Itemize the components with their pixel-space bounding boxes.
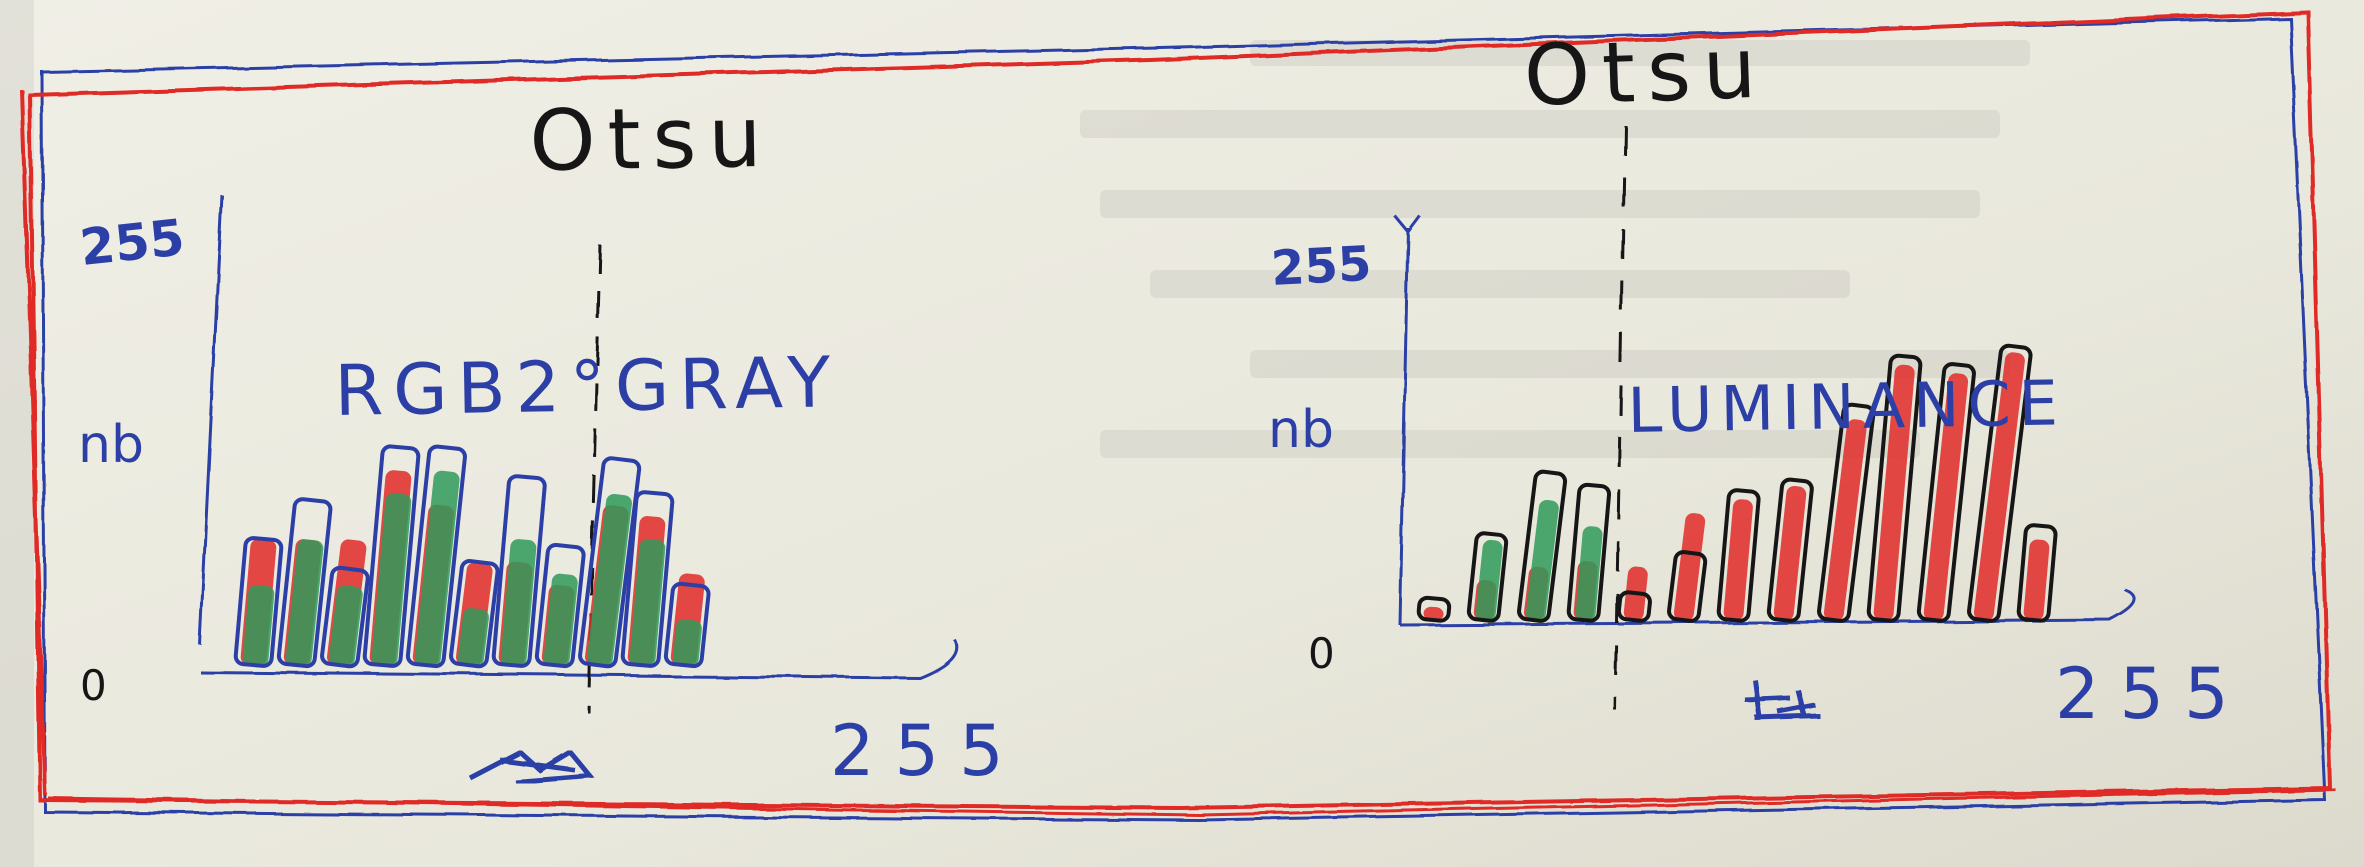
left-bar-1-series-2 (242, 584, 275, 667)
right-y-axis (1398, 227, 1410, 626)
left-chart-title: RGB2°GRAY (334, 341, 841, 432)
right-bar-3-series-3 (1517, 469, 1568, 623)
left-x-scribble-mark (468, 748, 596, 785)
right-bar-11-series-3 (1916, 362, 1976, 623)
left-bar-3-series-3 (320, 565, 370, 669)
left-bar-5-series-3 (405, 444, 467, 669)
right-bar-13-series-1 (2023, 539, 2050, 621)
left-bar-6-series-2 (457, 608, 489, 667)
right-bar-6-series-1 (1673, 513, 1706, 621)
left-y-zero-tick: 0 (80, 661, 107, 710)
right-bar-12-series-3 (1967, 343, 2033, 623)
right-bar-9-series-3 (1817, 402, 1876, 623)
left-bar-7-series-2 (500, 539, 537, 667)
left-bar-10-series-2 (629, 539, 666, 667)
right-otsu-label: Otsu (1522, 19, 1769, 125)
right-bar-5-series-3 (1616, 590, 1652, 623)
right-y-zero-tick: 0 (1308, 629, 1335, 678)
right-bar-4-series-3 (1566, 482, 1612, 623)
right-bar-6-series-3 (1667, 550, 1708, 623)
left-x-axis (199, 639, 959, 680)
left-x-end-tick: 255 (830, 710, 1024, 792)
right-bar-8-series-3 (1766, 477, 1814, 623)
right-bar-2-series-3 (1466, 531, 1509, 623)
left-bar-2-series-3 (276, 497, 333, 669)
left-bar-7-series-3 (491, 474, 547, 668)
right-y-axis-label: nb (1268, 400, 1334, 460)
left-bar-8-series-3 (534, 542, 586, 669)
right-x-end-tick: 255 (2055, 653, 2249, 735)
left-bar-11-series-2 (672, 619, 702, 667)
left-bars-group (233, 444, 711, 669)
right-x-scribble-mark (1744, 679, 1821, 721)
bleed-through-texture (0, 0, 2030, 867)
left-bar-8-series-2 (543, 573, 578, 667)
right-y-axis-arrow (1393, 215, 1422, 235)
left-bar-10-series-3 (620, 490, 675, 668)
rgb2gray-histogram: Otsu RGB2°GRAY nb 255 0 255 (77, 88, 1024, 792)
right-chart-title: LUMINANCE (1627, 366, 2066, 447)
left-bar-4-series-2 (371, 493, 412, 667)
right-bar-7-series-3 (1716, 488, 1761, 623)
right-bar-4-series-2 (1575, 526, 1603, 621)
left-bar-1-series-3 (233, 536, 284, 668)
left-bar-11-series-3 (663, 581, 711, 669)
left-bar-3-series-2 (328, 585, 363, 667)
right-bar-7-series-1 (1723, 499, 1753, 621)
right-bar-11-series-1 (1923, 373, 1969, 621)
left-y-axis (198, 194, 224, 646)
luminance-histogram: Otsu LUMINANCE nb 255 0 255 (1268, 19, 2249, 735)
right-bar-9-series-1 (1823, 419, 1867, 621)
left-y-top-tick: 255 (77, 208, 187, 277)
right-threshold-line (1613, 124, 1627, 711)
right-bar-3-series-2 (1525, 499, 1559, 622)
left-y-axis-label: nb (78, 415, 144, 475)
right-bar-12-series-1 (1973, 352, 2025, 621)
left-bar-9-series-3 (578, 456, 642, 669)
right-bar-1-series-3 (1416, 595, 1452, 623)
outer-frame (20, 9, 2337, 822)
left-bar-6-series-3 (449, 558, 500, 669)
right-x-axis (1399, 588, 2137, 627)
right-bar-10-series-3 (1866, 353, 1923, 623)
right-bar-13-series-3 (2016, 523, 2058, 623)
left-bar-4-series-3 (362, 444, 421, 668)
right-bar-8-series-1 (1773, 486, 1807, 621)
left-bar-5-series-2 (414, 470, 460, 667)
left-otsu-label: Otsu (529, 88, 775, 190)
right-bar-2-series-2 (1475, 539, 1503, 621)
right-bar-10-series-1 (1873, 364, 1915, 621)
right-bar-1-series-1 (1423, 606, 1444, 621)
right-y-top-tick: 255 (1270, 236, 1373, 297)
right-bars-group (1416, 343, 2058, 623)
left-bar-9-series-2 (586, 493, 632, 667)
left-bar-2-series-2 (285, 539, 324, 667)
